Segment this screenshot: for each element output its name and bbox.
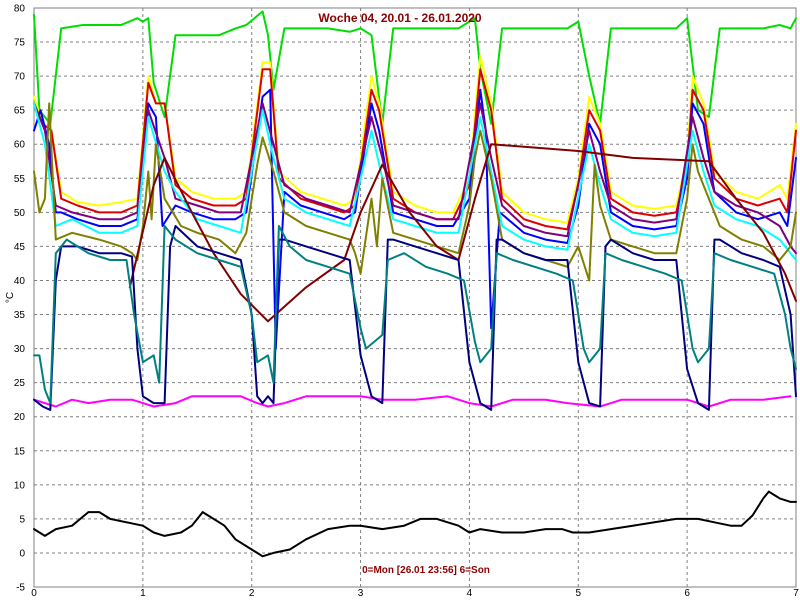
x-tick-label: 4 — [467, 588, 473, 599]
y-tick-label: 55 — [14, 174, 26, 185]
plot-frame — [33, 7, 797, 588]
series-line-10 — [33, 225, 797, 411]
y-tick-label: 5 — [19, 514, 25, 525]
y-tick-label: 45 — [14, 242, 26, 253]
x-tick-labels: 0 1 2 3 4 5 6 7 — [31, 588, 799, 599]
y-axis-label: °C — [5, 292, 16, 303]
x-axis-label: 0=Mon [26.01 23:56] 6=Son — [362, 565, 490, 576]
x-tick-label: 3 — [358, 588, 364, 599]
y-tick-label: 25 — [14, 378, 26, 389]
x-tick-label: 1 — [140, 588, 146, 599]
y-tick-label: 60 — [14, 140, 26, 151]
series-line-12 — [33, 490, 797, 558]
y-tick-label: 30 — [14, 344, 26, 355]
chart-title: Woche 04, 20.01 - 26.01.2020 — [318, 11, 482, 25]
y-tick-label: -5 — [16, 583, 25, 594]
y-tick-label: 10 — [14, 480, 26, 491]
series-line-9 — [128, 143, 797, 323]
y-tick-label: 20 — [14, 412, 26, 423]
y-tick-label: 75 — [14, 38, 26, 49]
series-line-1 — [33, 10, 797, 125]
series-line-2 — [33, 395, 792, 408]
series-line-7 — [33, 102, 797, 261]
series-layer — [33, 10, 797, 558]
series-line-6 — [33, 102, 797, 255]
grid-lines — [33, 7, 797, 588]
x-tick-label: 6 — [684, 588, 690, 599]
y-tick-label: 65 — [14, 106, 26, 117]
series-line-8 — [33, 102, 797, 282]
x-tick-label: 2 — [249, 588, 255, 599]
y-tick-label: 80 — [14, 4, 26, 15]
y-tick-label: 70 — [14, 72, 26, 83]
y-tick-label: 15 — [14, 446, 26, 457]
y-tick-labels: -5 0 5 10 15 20 25 30 35 40 45 50 55 60 65 70 75 80 — [14, 4, 26, 594]
series-line-11 — [33, 225, 797, 405]
x-tick-label: 7 — [793, 588, 799, 599]
x-tick-label: 5 — [576, 588, 582, 599]
y-tick-label: 0 — [19, 548, 25, 559]
x-tick-label: 0 — [31, 588, 37, 599]
y-tick-label: 35 — [14, 310, 26, 321]
series-line-5 — [33, 88, 797, 350]
y-tick-label: 50 — [14, 208, 26, 219]
y-tick-label: 40 — [14, 276, 26, 287]
